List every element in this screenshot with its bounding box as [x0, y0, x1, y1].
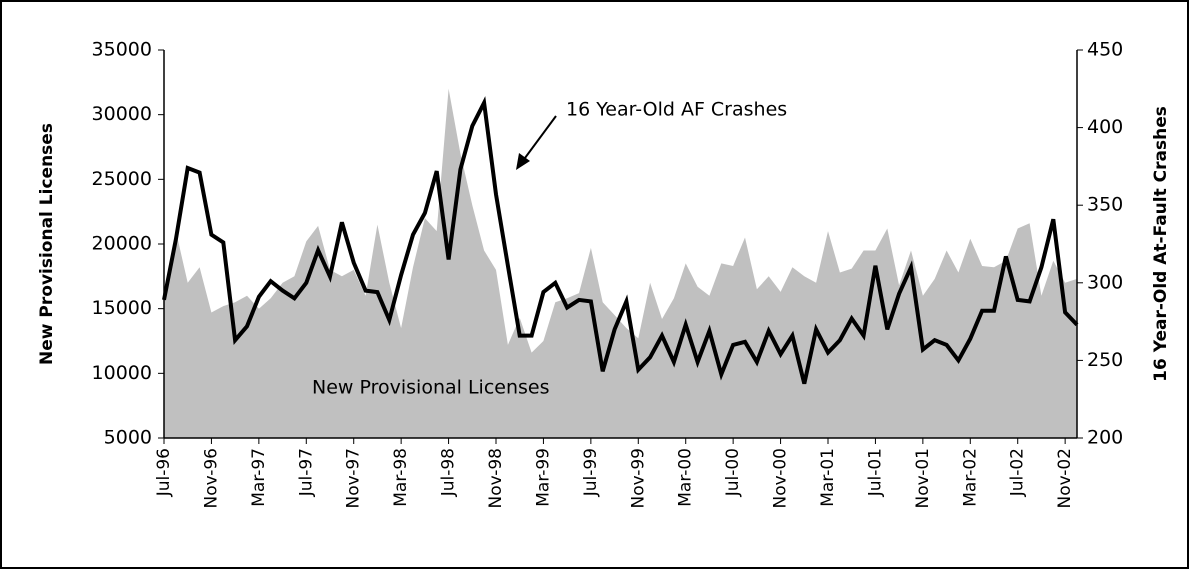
x-tick-label: Nov-99 — [628, 448, 648, 509]
x-tick-label: Nov-01 — [913, 448, 933, 509]
x-tick-label: Nov-02 — [1055, 448, 1075, 509]
plot-area — [162, 88, 1079, 439]
y2-tick-label: 200 — [1087, 427, 1123, 449]
y-tick-label: 35000 — [92, 39, 152, 61]
x-tick-label: Jul-97 — [296, 448, 316, 497]
line-annotation: 16 Year-Old AF Crashes — [566, 99, 787, 121]
annotation-arrow — [521, 115, 557, 163]
y2-axis-title: 16 Year-Old At-Fault Crashes — [1151, 106, 1171, 382]
y2-tick-label: 250 — [1087, 349, 1123, 371]
y2-tick-label: 300 — [1087, 271, 1123, 293]
x-tick-label: Mar-00 — [676, 448, 696, 507]
x-tick-label: Mar-97 — [249, 448, 269, 507]
x-tick-label: Jul-96 — [154, 448, 174, 497]
y2-tick-label: 450 — [1087, 39, 1123, 61]
x-tick-label: Jul-02 — [1008, 448, 1028, 497]
y-axis-title: New Provisional Licenses — [37, 123, 57, 365]
y2-tick-label: 350 — [1087, 194, 1123, 216]
y-tick-label: 25000 — [92, 168, 152, 190]
area — [164, 88, 1077, 439]
x-tick-label: Jul-99 — [581, 448, 601, 497]
y-tick-label: 10000 — [92, 362, 152, 384]
x-tick-label: Jul-00 — [723, 448, 743, 497]
x-tick-label: Mar-01 — [818, 448, 838, 507]
x-tick-label: Nov-00 — [771, 448, 791, 509]
x-tick-label: Mar-02 — [960, 448, 980, 507]
y2-tick-label: 400 — [1087, 116, 1123, 138]
x-tick-label: Nov-96 — [201, 448, 221, 509]
x-tick-label: Jul-98 — [439, 448, 459, 497]
x-tick-label: Mar-99 — [533, 448, 553, 507]
x-tick-label: Nov-98 — [486, 448, 506, 509]
y-tick-label: 20000 — [92, 233, 152, 255]
x-tick-label: Jul-01 — [865, 448, 885, 497]
y-tick-label: 15000 — [92, 297, 152, 319]
x-tick-label: Mar-98 — [391, 448, 411, 507]
line — [162, 96, 1079, 385]
y-tick-label: 5000 — [104, 427, 152, 449]
annotation-arrowhead — [516, 153, 530, 170]
x-tick-label: Nov-97 — [344, 448, 364, 509]
y-tick-label: 30000 — [92, 103, 152, 125]
area-annotation: New Provisional Licenses — [312, 377, 549, 399]
